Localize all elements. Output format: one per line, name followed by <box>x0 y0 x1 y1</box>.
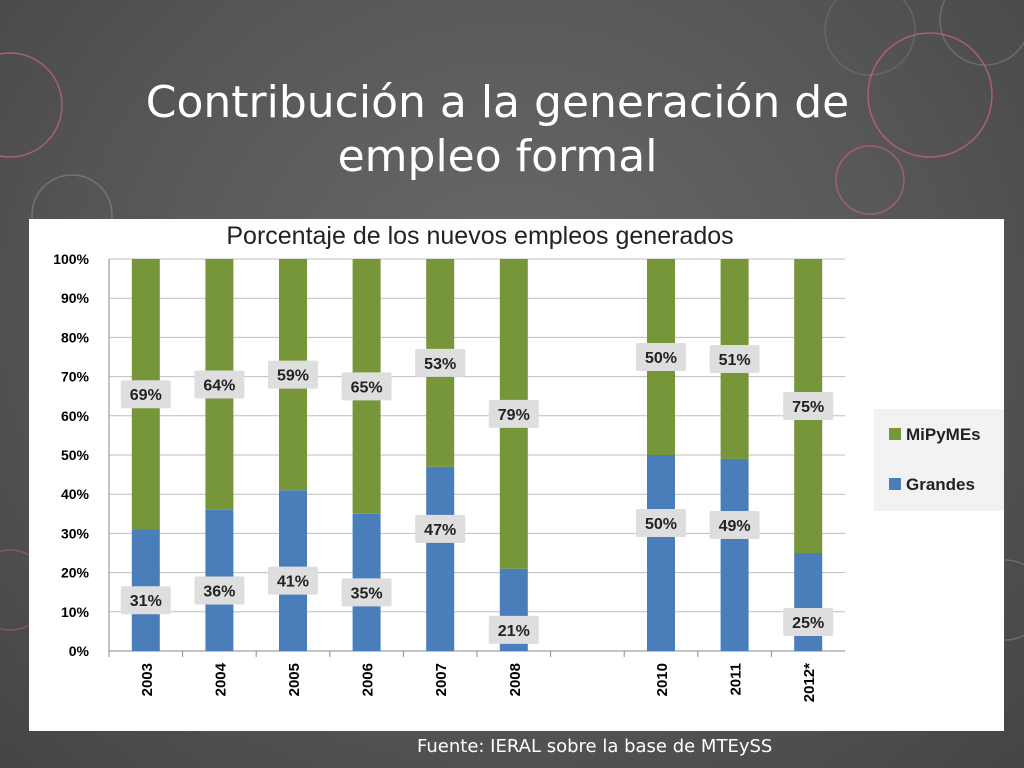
x-tick-label: 2011 <box>728 663 745 696</box>
legend-swatch <box>889 428 901 440</box>
data-label-grandes: 50% <box>645 516 677 533</box>
x-tick-label: 2012* <box>801 663 818 702</box>
x-tick-label: 2010 <box>654 663 671 696</box>
slide-title: Contribución a la generación de empleo f… <box>60 76 935 184</box>
x-tick-label: 2007 <box>433 663 450 696</box>
legend-label: Grandes <box>906 475 975 494</box>
data-label-mipymes: 50% <box>645 350 677 367</box>
data-label-grandes: 21% <box>498 623 530 640</box>
data-label-mipymes: 59% <box>277 368 309 385</box>
y-tick-label: 50% <box>61 447 90 463</box>
data-label-mipymes: 75% <box>792 399 824 416</box>
legend-label: MiPyMEs <box>906 425 981 444</box>
slide-title-line-1: Contribución a la generación de <box>145 77 850 128</box>
data-label-grandes-box <box>488 615 539 644</box>
data-label-grandes: 47% <box>424 522 456 539</box>
data-label-grandes-box <box>709 510 760 539</box>
data-label-grandes-box <box>341 578 392 607</box>
data-label-mipymes: 51% <box>719 352 751 369</box>
legend-swatch <box>889 478 901 490</box>
x-tick-label: 2006 <box>360 663 377 696</box>
data-label-mipymes: 65% <box>351 379 383 396</box>
x-tick-label: 2003 <box>139 663 156 696</box>
data-label-mipymes: 79% <box>498 407 530 424</box>
data-label-mipymes-box <box>488 399 539 428</box>
data-label-mipymes-box <box>341 372 392 401</box>
legend-box <box>874 409 1004 511</box>
x-tick-label: 2008 <box>507 663 524 696</box>
data-label-grandes-box <box>415 514 466 543</box>
data-label-mipymes-box <box>268 360 318 389</box>
data-label-mipymes: 64% <box>203 377 235 394</box>
y-tick-label: 60% <box>61 408 90 424</box>
data-label-grandes: 41% <box>277 574 309 591</box>
y-tick-label: 80% <box>61 329 90 345</box>
data-label-grandes-box <box>636 509 686 537</box>
bar-grandes <box>647 455 675 651</box>
data-label-mipymes: 53% <box>424 356 456 373</box>
y-tick-label: 40% <box>61 486 90 502</box>
y-tick-label: 0% <box>69 643 90 659</box>
data-label-mipymes: 69% <box>130 387 162 404</box>
data-label-mipymes-box <box>783 392 834 420</box>
y-tick-label: 100% <box>53 251 89 267</box>
data-label-mipymes-box <box>636 343 686 371</box>
data-label-mipymes-box <box>120 380 171 409</box>
chart-title: Porcentaje de los nuevos empleos generad… <box>226 222 733 250</box>
source-note: Fuente: IERAL sobre la base de MTEySS <box>417 736 773 757</box>
y-tick-label: 70% <box>61 369 90 385</box>
data-label-grandes: 36% <box>203 583 235 600</box>
data-label-grandes: 31% <box>130 593 162 610</box>
data-label-grandes-box <box>194 576 245 605</box>
data-label-grandes: 25% <box>792 615 824 632</box>
y-tick-label: 10% <box>61 604 90 620</box>
bar-grandes <box>720 458 749 651</box>
y-tick-label: 90% <box>61 290 90 306</box>
data-label-grandes-box <box>783 608 834 636</box>
data-label-grandes-box <box>120 586 171 615</box>
x-tick-label: 2004 <box>212 662 229 696</box>
chart-panel: Porcentaje de los nuevos empleos generad… <box>29 219 1004 731</box>
data-label-grandes: 49% <box>719 518 751 535</box>
data-label-mipymes-box <box>415 348 466 377</box>
data-label-mipymes-box <box>194 370 245 399</box>
stacked-bar-chart: Porcentaje de los nuevos empleos generad… <box>53 222 1004 702</box>
bar-grandes <box>794 553 823 651</box>
data-label-grandes-box <box>268 566 318 595</box>
data-label-grandes: 35% <box>351 585 383 602</box>
x-tick-label: 2005 <box>286 663 303 696</box>
bar-grandes <box>426 466 455 651</box>
y-tick-label: 30% <box>61 525 90 541</box>
slide-title-line-2: empleo formal <box>337 131 658 182</box>
y-tick-label: 20% <box>61 565 90 581</box>
data-label-mipymes-box <box>709 344 760 373</box>
